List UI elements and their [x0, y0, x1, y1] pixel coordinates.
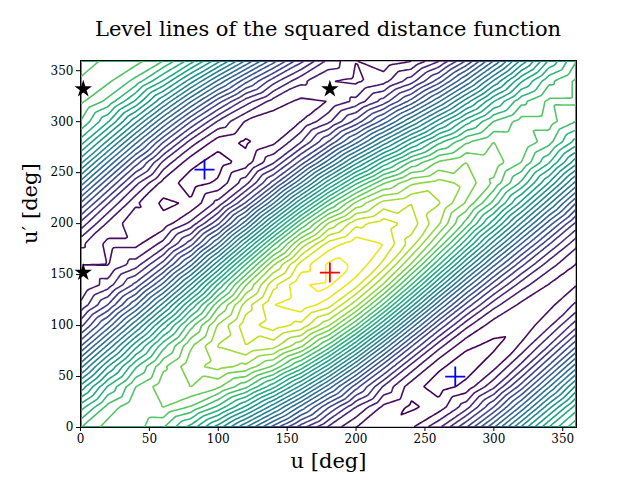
html-text:Level lines of the squared dis: Level lines of the squared distance func…	[95, 17, 561, 41]
svg-text:u [deg]: u [deg]	[291, 449, 367, 473]
svg-text:300: 300	[51, 115, 74, 129]
svg-text:200: 200	[51, 216, 74, 230]
svg-text:250: 250	[51, 165, 74, 179]
svg-text:300: 300	[482, 432, 505, 446]
svg-text:350: 350	[51, 64, 74, 78]
svg-text:150: 150	[51, 267, 74, 281]
svg-text:100: 100	[51, 318, 74, 332]
svg-text:200: 200	[345, 432, 368, 446]
svg-text:150: 150	[276, 432, 299, 446]
svg-text:0: 0	[66, 420, 74, 434]
svg-text:50: 50	[142, 432, 157, 446]
svg-text:250: 250	[413, 432, 436, 446]
svg-text:100: 100	[207, 432, 230, 446]
svg-text:u′ [deg]: u′ [deg]	[18, 163, 42, 244]
svg-text:50: 50	[58, 369, 73, 383]
svg-text:0: 0	[77, 432, 85, 446]
svg-text:350: 350	[551, 432, 574, 446]
